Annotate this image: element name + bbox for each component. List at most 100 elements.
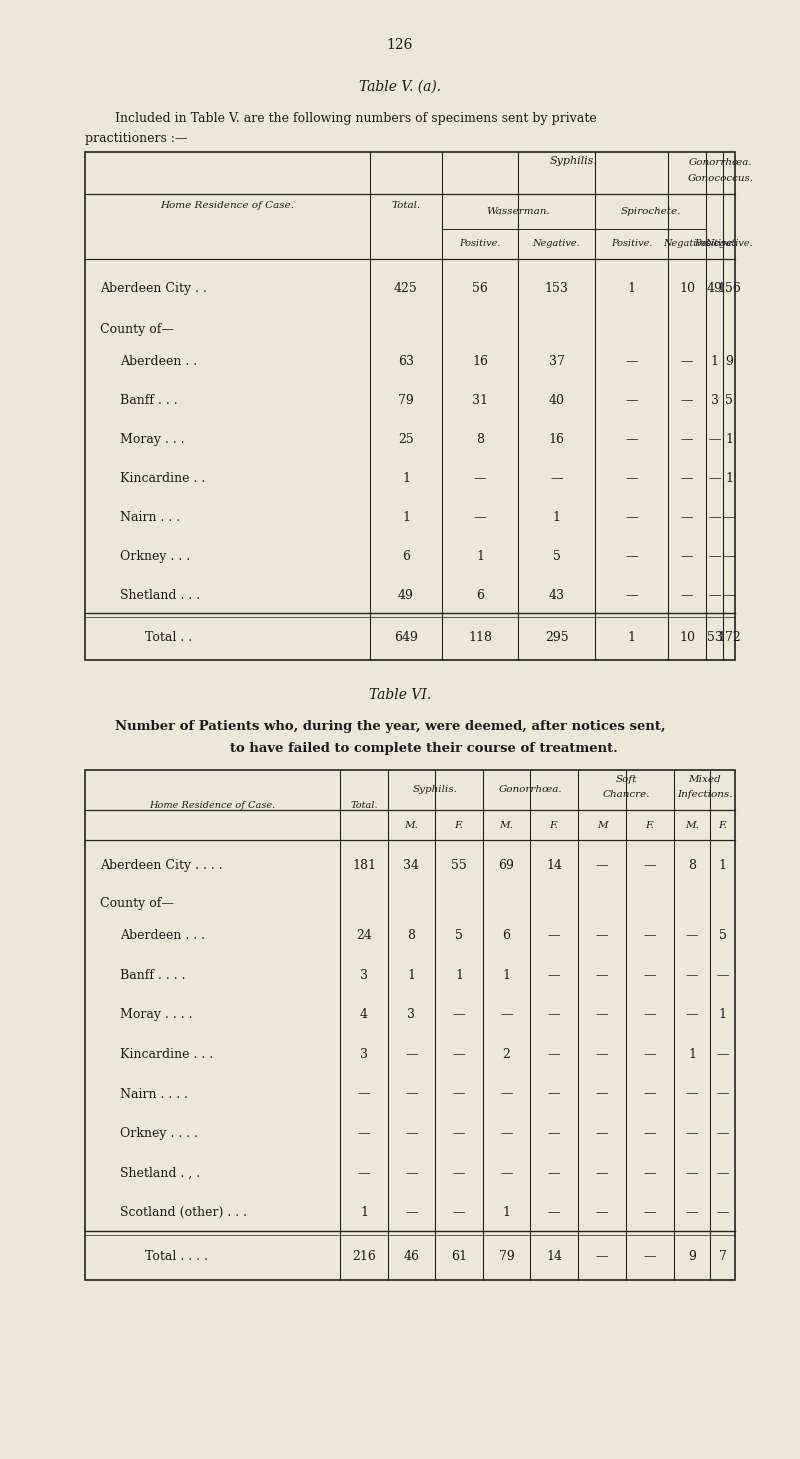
Text: Included in Table V. are the following numbers of specimens sent by private: Included in Table V. are the following n…	[115, 112, 597, 125]
Text: Kincardine . . .: Kincardine . . .	[120, 1048, 213, 1061]
Text: —: —	[358, 1167, 370, 1180]
Text: 649: 649	[394, 630, 418, 643]
Text: —: —	[626, 550, 638, 563]
Text: 14: 14	[546, 859, 562, 872]
Text: 1: 1	[502, 1207, 510, 1220]
Text: —: —	[686, 1128, 698, 1139]
Text: —: —	[453, 1087, 466, 1100]
Text: Aberdeen . .: Aberdeen . .	[120, 355, 197, 368]
Text: 1: 1	[360, 1207, 368, 1220]
Text: 14: 14	[546, 1250, 562, 1263]
Text: 6: 6	[402, 550, 410, 563]
Text: —: —	[406, 1167, 418, 1180]
Text: —: —	[626, 471, 638, 484]
Text: 1: 1	[688, 1048, 696, 1061]
Text: 61: 61	[451, 1250, 467, 1263]
Text: F.: F.	[718, 820, 727, 830]
Text: Shetland . , .: Shetland . , .	[120, 1167, 200, 1180]
Text: Aberdeen . . .: Aberdeen . . .	[120, 929, 205, 943]
Text: —: —	[596, 1250, 608, 1263]
Text: —: —	[681, 394, 694, 407]
Text: —: —	[644, 1048, 656, 1061]
Text: —: —	[681, 433, 694, 446]
Text: —: —	[681, 511, 694, 524]
Text: Table V. (a).: Table V. (a).	[359, 80, 441, 93]
Text: 5: 5	[553, 550, 561, 563]
Text: 46: 46	[403, 1250, 419, 1263]
Text: Negative.: Negative.	[705, 239, 753, 248]
Text: 181: 181	[352, 859, 376, 872]
Text: M.: M.	[499, 820, 514, 830]
Text: 1: 1	[502, 969, 510, 982]
Text: M.: M.	[685, 820, 699, 830]
Text: F.: F.	[454, 820, 463, 830]
Text: 126: 126	[387, 38, 413, 53]
Text: 1: 1	[718, 1008, 726, 1021]
Text: —: —	[596, 1008, 608, 1021]
Text: 63: 63	[398, 355, 414, 368]
Text: 24: 24	[356, 929, 372, 943]
Text: Scotland (other) . . .: Scotland (other) . . .	[120, 1207, 247, 1220]
Text: F.: F.	[550, 820, 558, 830]
Text: Shetland . . .: Shetland . . .	[120, 589, 200, 603]
Text: —: —	[596, 1167, 608, 1180]
Text: —: —	[596, 1087, 608, 1100]
Text: 295: 295	[545, 630, 568, 643]
Text: 79: 79	[498, 1250, 514, 1263]
Text: —: —	[474, 511, 486, 524]
Text: 172: 172	[717, 630, 741, 643]
Text: —: —	[644, 1128, 656, 1139]
Text: 3: 3	[360, 1048, 368, 1061]
Text: Chancre.: Chancre.	[602, 789, 650, 800]
Text: —: —	[686, 1087, 698, 1100]
Text: 79: 79	[398, 394, 414, 407]
Text: 153: 153	[545, 282, 569, 295]
Text: Soft: Soft	[615, 775, 637, 783]
Text: —: —	[406, 1087, 418, 1100]
Text: 31: 31	[472, 394, 488, 407]
Text: —: —	[626, 589, 638, 603]
Text: —: —	[681, 355, 694, 368]
Text: —: —	[500, 1087, 513, 1100]
Text: 8: 8	[407, 929, 415, 943]
Text: —: —	[644, 969, 656, 982]
Text: 1: 1	[718, 859, 726, 872]
Text: —: —	[644, 1250, 656, 1263]
Text: 1: 1	[627, 282, 635, 295]
Text: Negative.: Negative.	[533, 239, 580, 248]
Text: —: —	[548, 1128, 560, 1139]
Text: Nairn . . .: Nairn . . .	[120, 511, 180, 524]
Text: 8: 8	[476, 433, 484, 446]
Text: 216: 216	[352, 1250, 376, 1263]
Text: 6: 6	[476, 589, 484, 603]
Text: —: —	[644, 1087, 656, 1100]
Text: Positive.: Positive.	[694, 239, 735, 248]
Text: —: —	[686, 1167, 698, 1180]
Text: Banff . . .: Banff . . .	[120, 394, 178, 407]
Text: 1: 1	[407, 969, 415, 982]
Text: 5: 5	[455, 929, 463, 943]
Text: to have failed to complete their course of treatment.: to have failed to complete their course …	[230, 743, 618, 754]
Text: 43: 43	[549, 589, 565, 603]
Text: —: —	[626, 433, 638, 446]
Text: 10: 10	[679, 630, 695, 643]
Text: 118: 118	[468, 630, 492, 643]
Text: Aberdeen City . . . .: Aberdeen City . . . .	[100, 859, 222, 872]
Text: —: —	[681, 589, 694, 603]
Text: —: —	[548, 1207, 560, 1220]
Text: —: —	[596, 1128, 608, 1139]
Text: —: —	[644, 1008, 656, 1021]
Text: —: —	[626, 511, 638, 524]
Text: 5: 5	[725, 394, 733, 407]
Text: F.: F.	[646, 820, 654, 830]
Text: —: —	[550, 471, 562, 484]
Text: 2: 2	[502, 1048, 510, 1061]
Text: 40: 40	[549, 394, 565, 407]
Text: 1: 1	[725, 433, 733, 446]
Text: Gonorrhœa.: Gonorrhœa.	[498, 785, 562, 795]
Text: 6: 6	[502, 929, 510, 943]
Text: —: —	[358, 1087, 370, 1100]
Text: Orkney . . . .: Orkney . . . .	[120, 1128, 198, 1139]
Text: —: —	[453, 1207, 466, 1220]
Text: 56: 56	[472, 282, 488, 295]
